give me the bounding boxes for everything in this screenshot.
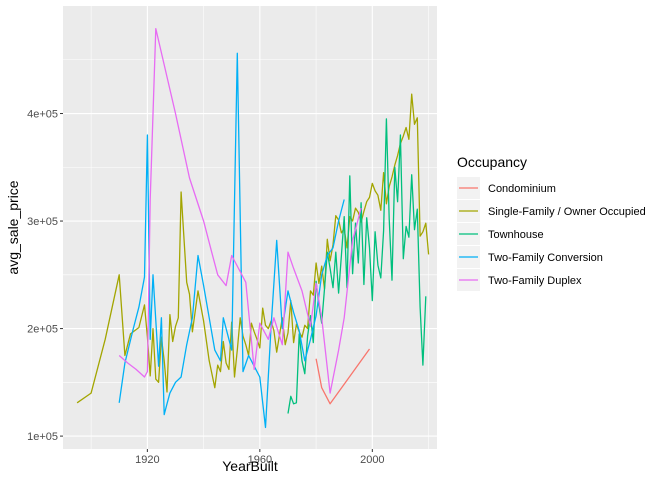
x-tick-label: 2000 bbox=[360, 454, 384, 466]
x-axis: 1920 1960 2000 bbox=[135, 449, 385, 466]
legend-title: Occupancy bbox=[457, 154, 527, 170]
series-line-two-family-duplex bbox=[118, 27, 362, 394]
series-layer bbox=[76, 27, 430, 429]
y-tick-label: 3e+05 bbox=[27, 216, 58, 228]
legend-label: Single-Family / Owner Occupied bbox=[488, 206, 646, 218]
y-axis: 1e+05 2e+05 3e+05 4e+05 bbox=[27, 109, 63, 443]
grid-major bbox=[63, 6, 437, 449]
x-axis-title: YearBuilt bbox=[222, 458, 278, 474]
y-tick-label: 4e+05 bbox=[27, 109, 58, 121]
legend-label: Condominium bbox=[488, 183, 556, 195]
grid-minor bbox=[63, 6, 437, 449]
y-axis-title: avg_sale_price bbox=[5, 180, 21, 274]
legend: Occupancy Condominium Single-Family / Own… bbox=[457, 154, 646, 291]
x-tick-label: 1920 bbox=[135, 454, 159, 466]
x-tick-label: 1960 bbox=[248, 454, 272, 466]
legend-label: Two-Family Conversion bbox=[488, 252, 603, 264]
series-line-condominium bbox=[315, 348, 371, 405]
legend-label: Two-Family Duplex bbox=[488, 275, 582, 287]
y-tick-label: 2e+05 bbox=[27, 324, 58, 336]
y-tick-label: 1e+05 bbox=[27, 431, 58, 443]
legend-label: Townhouse bbox=[488, 229, 544, 241]
series-line-two-family-conversion bbox=[118, 52, 345, 429]
plot-panel bbox=[63, 6, 437, 449]
